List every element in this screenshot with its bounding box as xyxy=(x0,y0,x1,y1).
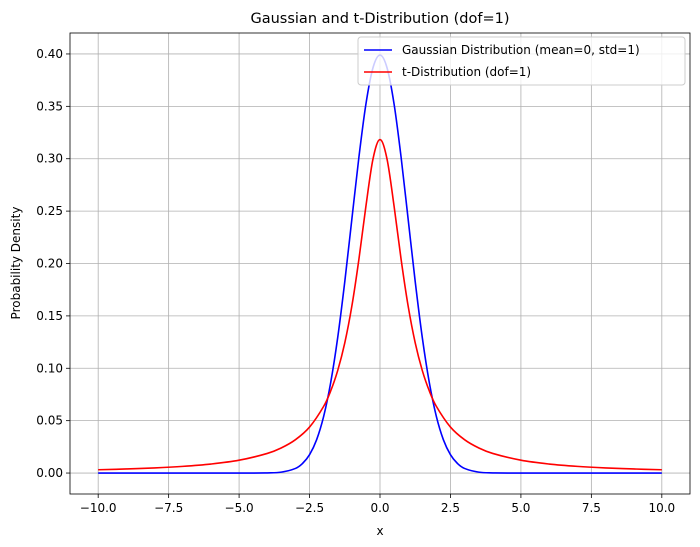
y-tick-label: 0.25 xyxy=(36,204,63,218)
x-axis: −10.0 −7.5 −5.0 −2.5 0.0 2.5 5.0 7.5 10.0 xyxy=(80,494,675,515)
legend: Gaussian Distribution (mean=0, std=1) t-… xyxy=(357,36,686,86)
y-axis: 0.00 0.05 0.10 0.15 0.20 0.25 0.30 0.35 0.40 xyxy=(36,47,70,480)
y-tick-label: 0.20 xyxy=(36,257,63,271)
x-tick-label: 5.0 xyxy=(511,501,530,515)
y-tick-label: 0.15 xyxy=(36,309,63,323)
y-tick-label: 0.00 xyxy=(36,466,63,480)
x-tick-label: 0.0 xyxy=(370,501,389,515)
grid xyxy=(70,33,690,494)
x-tick-label: −7.5 xyxy=(154,501,183,515)
y-tick-label: 0.30 xyxy=(36,152,63,166)
legend-label-t-distribution: t-Distribution (dof=1) xyxy=(402,65,531,79)
x-tick-label: 2.5 xyxy=(441,501,460,515)
y-axis-label: Probability Density xyxy=(9,207,23,320)
t-distribution-line xyxy=(98,138,662,471)
y-tick-label: 0.40 xyxy=(36,47,63,61)
legend-label-gaussian: Gaussian Distribution (mean=0, std=1) xyxy=(402,43,640,57)
x-tick-label: −5.0 xyxy=(225,501,254,515)
y-tick-label: 0.05 xyxy=(36,414,63,428)
y-tick-label: 0.35 xyxy=(36,99,63,113)
x-tick-label: 10.0 xyxy=(648,501,675,515)
chart-title: Gaussian and t-Distribution (dof=1) xyxy=(250,11,509,27)
x-tick-label: −10.0 xyxy=(80,501,117,515)
x-axis-label: x xyxy=(376,524,383,538)
y-tick-label: 0.10 xyxy=(36,361,63,375)
x-tick-label: 7.5 xyxy=(582,501,601,515)
x-tick-label: −2.5 xyxy=(295,501,324,515)
legend-box xyxy=(357,36,686,86)
